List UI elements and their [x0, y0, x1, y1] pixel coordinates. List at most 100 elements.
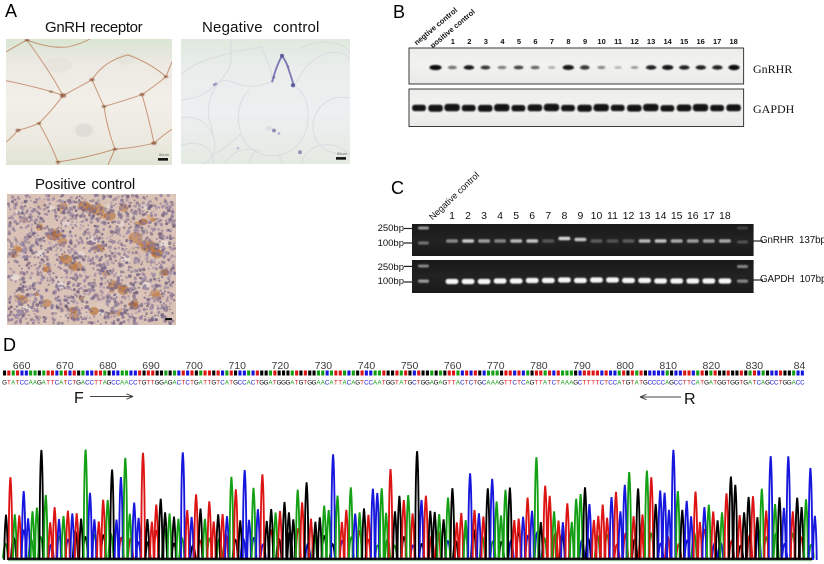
svg-text:T: T	[639, 380, 643, 387]
svg-text:G: G	[76, 380, 81, 387]
svg-text:A: A	[343, 380, 348, 387]
svg-text:T: T	[256, 380, 260, 387]
svg-text:T: T	[295, 380, 299, 387]
svg-text:F: F	[74, 390, 84, 407]
svg-text:A: A	[33, 380, 38, 387]
svg-text:A: A	[103, 380, 108, 387]
svg-text:R: R	[684, 391, 696, 408]
svg-text:A: A	[225, 380, 230, 387]
svg-text:C: C	[89, 380, 94, 387]
svg-text:T: T	[64, 380, 68, 387]
svg-text:A: A	[81, 380, 86, 387]
svg-text:C: C	[800, 380, 805, 387]
svg-text:730: 730	[315, 360, 333, 372]
svg-text:G: G	[194, 380, 199, 387]
svg-text:800: 800	[616, 360, 634, 372]
svg-text:T: T	[753, 380, 757, 387]
svg-text:G: G	[299, 380, 304, 387]
svg-text:T: T	[508, 380, 512, 387]
svg-text:T: T	[395, 380, 399, 387]
svg-text:C: C	[368, 380, 373, 387]
svg-text:C: C	[648, 380, 653, 387]
svg-text:C: C	[674, 380, 679, 387]
svg-text:T: T	[556, 380, 560, 387]
svg-text:T: T	[465, 380, 469, 387]
svg-text:C: C	[469, 380, 474, 387]
svg-text:C: C	[552, 380, 557, 387]
svg-text:G: G	[386, 380, 391, 387]
svg-text:A: A	[491, 380, 496, 387]
svg-text:C: C	[600, 380, 605, 387]
svg-text:T: T	[591, 380, 595, 387]
svg-text:670: 670	[56, 360, 74, 372]
svg-text:G: G	[717, 380, 722, 387]
svg-text:G: G	[408, 380, 413, 387]
svg-text:G: G	[159, 380, 164, 387]
svg-text:T: T	[474, 380, 478, 387]
svg-text:C: C	[55, 380, 60, 387]
svg-text:T: T	[360, 380, 364, 387]
svg-text:C: C	[68, 380, 73, 387]
svg-text:A: A	[120, 380, 125, 387]
svg-text:T: T	[583, 380, 587, 387]
svg-text:T: T	[779, 380, 783, 387]
svg-text:G: G	[442, 380, 447, 387]
svg-text:A: A	[486, 380, 491, 387]
svg-text:T: T	[713, 380, 717, 387]
svg-text:A: A	[59, 380, 64, 387]
svg-text:T: T	[548, 380, 552, 387]
svg-text:T: T	[739, 380, 743, 387]
svg-text:830: 830	[746, 360, 764, 372]
svg-text:780: 780	[530, 360, 548, 372]
svg-text:T: T	[94, 380, 98, 387]
svg-text:T: T	[7, 380, 11, 387]
svg-text:G: G	[155, 380, 160, 387]
svg-text:84: 84	[794, 360, 806, 372]
svg-text:660: 660	[13, 360, 31, 372]
svg-text:A: A	[329, 380, 334, 387]
svg-text:C: C	[251, 380, 256, 387]
svg-text:A: A	[561, 380, 566, 387]
svg-text:T: T	[596, 380, 600, 387]
svg-text:T: T	[504, 380, 508, 387]
svg-text:G: G	[107, 380, 112, 387]
svg-text:C: C	[521, 380, 526, 387]
svg-text:T: T	[604, 380, 608, 387]
svg-text:C: C	[412, 380, 417, 387]
svg-text:C: C	[129, 380, 134, 387]
svg-text:T: T	[517, 380, 521, 387]
svg-text:C: C	[85, 380, 90, 387]
svg-text:710: 710	[228, 360, 246, 372]
svg-text:T: T	[99, 380, 103, 387]
svg-text:A: A	[268, 380, 273, 387]
svg-text:C: C	[24, 380, 29, 387]
svg-text:A: A	[247, 380, 252, 387]
svg-text:G: G	[259, 380, 264, 387]
svg-text:T: T	[726, 380, 730, 387]
svg-text:700: 700	[185, 360, 203, 372]
svg-text:G: G	[530, 380, 535, 387]
svg-text:G: G	[264, 380, 269, 387]
svg-text:G: G	[626, 380, 631, 387]
svg-text:C: C	[774, 380, 779, 387]
svg-text:690: 690	[142, 360, 160, 372]
svg-text:T: T	[539, 380, 543, 387]
svg-text:C: C	[111, 380, 116, 387]
svg-text:T: T	[417, 380, 421, 387]
svg-text:T: T	[404, 380, 408, 387]
svg-text:G: G	[782, 380, 787, 387]
svg-text:G: G	[434, 380, 439, 387]
svg-text:T: T	[683, 380, 687, 387]
svg-text:T: T	[203, 380, 207, 387]
svg-text:G: G	[307, 380, 312, 387]
svg-text:T: T	[303, 380, 307, 387]
svg-text:T: T	[151, 380, 155, 387]
svg-text:C: C	[133, 380, 138, 387]
svg-text:A: A	[665, 380, 670, 387]
svg-text:50um: 50um	[159, 152, 170, 157]
svg-text:A: A	[761, 380, 766, 387]
svg-text:T: T	[147, 380, 151, 387]
svg-text:A: A	[709, 380, 714, 387]
svg-text:A: A	[316, 380, 321, 387]
svg-text:C: C	[220, 380, 225, 387]
